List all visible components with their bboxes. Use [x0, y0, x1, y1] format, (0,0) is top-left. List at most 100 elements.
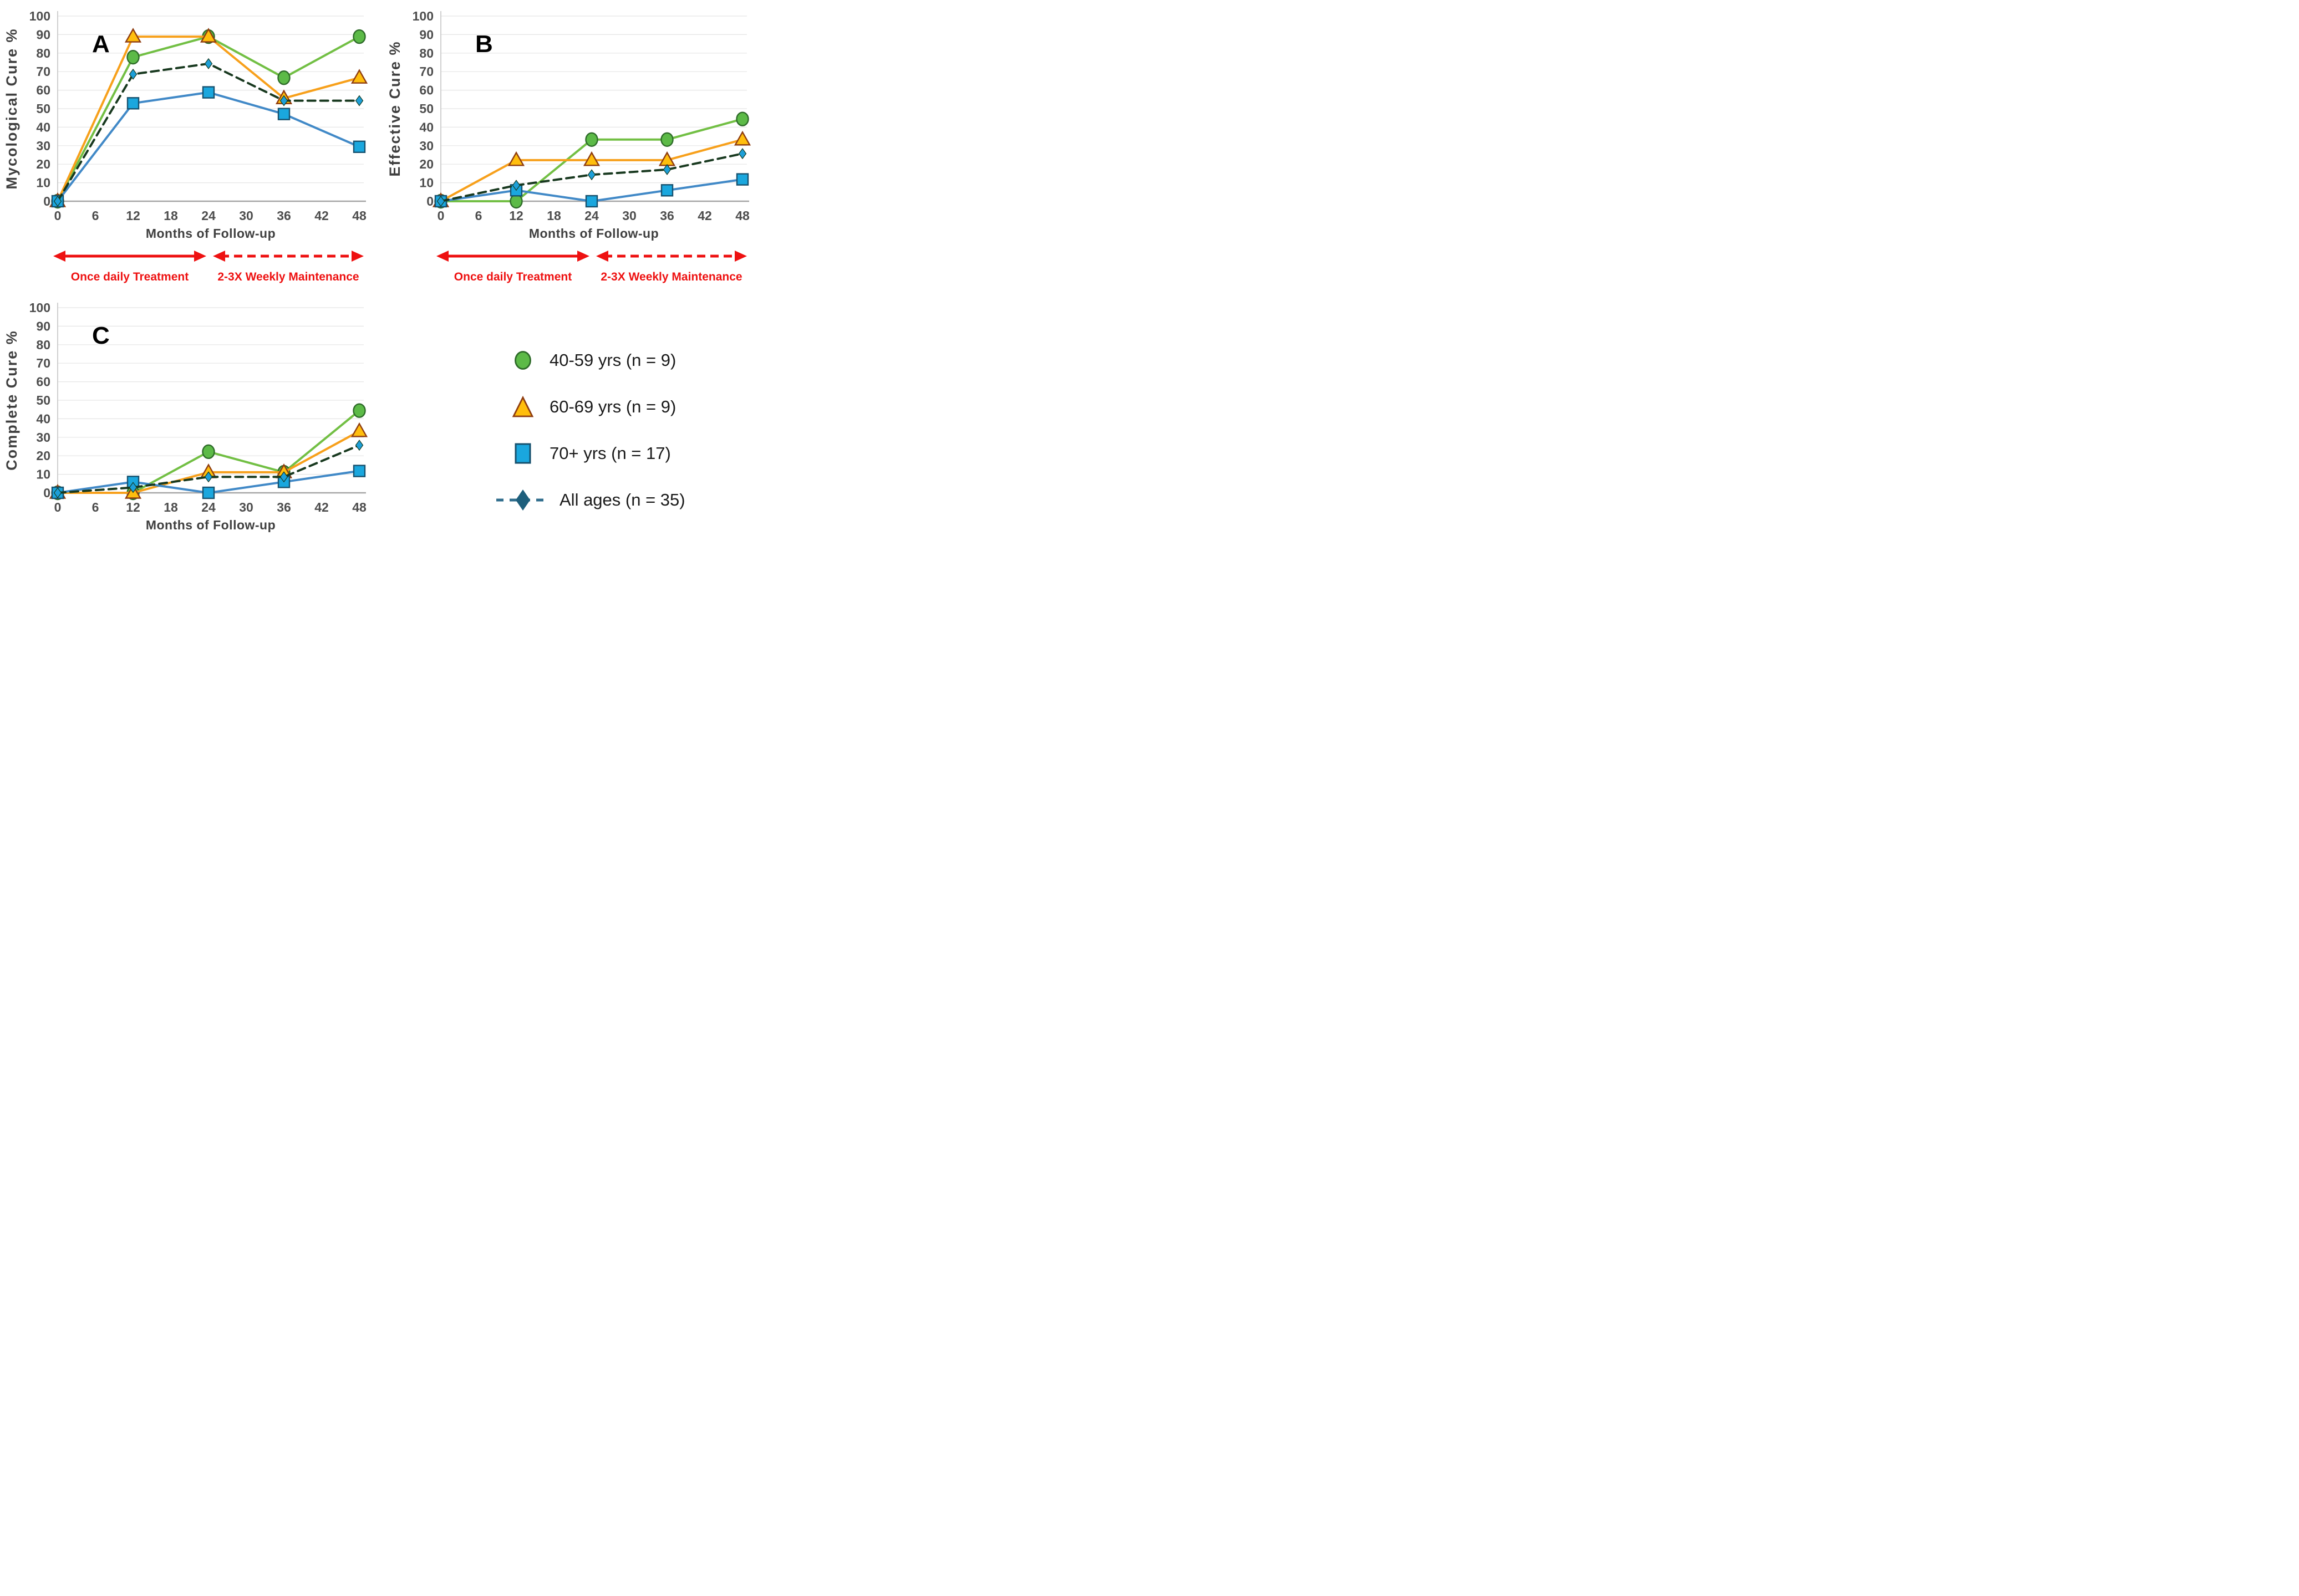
marker-circle [202, 444, 215, 460]
phase-label-once-daily-treatment: Once daily Treatment [454, 271, 572, 283]
marker-circle [353, 29, 366, 44]
marker-circle [353, 403, 366, 418]
marker-square [202, 86, 215, 99]
y-tick-label: 50 [419, 101, 434, 116]
x-tick-label: 42 [314, 500, 329, 514]
marker-circle [277, 70, 291, 85]
marker-diamond [129, 68, 138, 80]
marker-square [202, 486, 215, 499]
y-tick-label: 30 [36, 139, 50, 153]
y-tick-label: 20 [36, 157, 50, 171]
phase-label-weekly-maintenance: 2-3X Weekly Maintenance [217, 271, 359, 283]
phase-annotation: Once daily Treatment 2-3X Weekly Mainten… [4, 244, 370, 286]
y-tick-label: 100 [413, 9, 434, 23]
y-tick-label: 50 [36, 393, 50, 407]
arrowhead [596, 251, 608, 262]
line-chart-complete-cure: 0 10 20 30 40 50 60 70 80 90 100 0 6 12 18 24 30 36 42 48 Co… [4, 300, 368, 514]
x-tick-label: 36 [277, 208, 291, 223]
marker-square [126, 97, 140, 110]
y-tick-label: 70 [36, 64, 50, 79]
y-tick-label: 0 [426, 194, 434, 208]
y-tick-label: 90 [36, 319, 50, 333]
legend-marker-square-icon [515, 443, 531, 464]
y-tick-label: 80 [36, 46, 50, 60]
marker-diamond [279, 95, 288, 106]
x-tick-label: 18 [164, 208, 178, 223]
marker-triangle [734, 130, 751, 146]
panel-letter: B [475, 30, 493, 58]
x-tick-label: 12 [509, 208, 523, 223]
legend-item-70plus: 70+ yrs (n = 17) [494, 441, 766, 466]
legend-item-label: 40-59 yrs (n = 9) [550, 350, 677, 370]
legend-item-label: 60-69 yrs (n = 9) [550, 397, 677, 416]
x-axis-title: Months of Follow-up [528, 226, 659, 241]
y-axis-title: Effective Cure % [388, 40, 403, 176]
x-tick-label: 24 [201, 500, 216, 514]
series-triangle [432, 130, 751, 207]
x-axis-title: Months of Follow-up [145, 226, 276, 241]
x-tick-label: 42 [314, 208, 329, 223]
x-tick-label: 36 [277, 500, 291, 514]
y-tick-label: 20 [36, 448, 50, 463]
marker-diamond [355, 440, 364, 451]
x-tick-label: 30 [622, 208, 637, 223]
marker-circle [660, 132, 674, 147]
x-tick-label: 0 [54, 500, 62, 514]
marker-diamond [204, 471, 213, 483]
series-line [57, 62, 360, 202]
x-tick-label: 6 [92, 208, 99, 223]
marker-triangle [350, 69, 368, 84]
x-tick-label: 0 [54, 208, 62, 223]
series-square [51, 86, 366, 208]
y-tick-label: 10 [419, 176, 434, 190]
marker-circle [585, 132, 598, 147]
y-tick-label: 30 [419, 139, 434, 153]
legend-item-40-59: 40-59 yrs (n = 9) [494, 348, 766, 373]
marker-diamond [355, 95, 364, 106]
legend-marker-circle-icon [515, 351, 531, 370]
y-axis-title: Mycological Cure % [4, 28, 20, 189]
line-chart-mycological-cure: 0 10 20 30 40 50 60 70 80 90 100 0 6 12 18 24 30 36 42 48 My… [4, 9, 368, 223]
panel-a: 0 10 20 30 40 50 60 70 80 90 100 0 6 12 18 24 30 36 42 48 My… [0, 0, 383, 290]
arrowhead [352, 251, 364, 262]
gridlines [58, 307, 364, 475]
marker-square [660, 184, 674, 197]
phase-annotation: Once daily Treatment 2-3X Weekly Mainten… [388, 244, 754, 286]
marker-diamond [738, 148, 747, 160]
y-tick-label: 100 [29, 300, 50, 315]
marker-diamond [436, 195, 445, 207]
y-tick-label: 100 [29, 9, 50, 23]
marker-diamond [204, 58, 213, 69]
marker-diamond [129, 482, 138, 493]
x-tick-label: 0 [438, 208, 445, 223]
arrowhead [436, 251, 449, 262]
series-square [51, 465, 366, 499]
figure-grid: 0 10 20 30 40 50 60 70 80 90 100 0 6 12 18 24 30 36 42 48 My… [0, 0, 766, 532]
y-tick-label: 40 [36, 411, 50, 426]
arrowhead [735, 251, 747, 262]
panel-c: 0 10 20 30 40 50 60 70 80 90 100 0 6 12 18 24 30 36 42 48 Co… [0, 290, 383, 532]
y-tick-label: 40 [419, 120, 434, 134]
tick-labels: 0 10 20 30 40 50 60 70 80 90 100 0 6 12 18 24 30 36 42 48 [29, 300, 367, 514]
marker-diamond [53, 195, 62, 207]
y-axis-title: Complete Cure % [4, 330, 20, 471]
panel-letter: C [92, 322, 110, 349]
x-tick-label: 18 [164, 500, 178, 514]
treatment-phase-arrows [436, 251, 747, 262]
x-tick-label: 30 [239, 208, 253, 223]
y-tick-label: 30 [36, 430, 50, 445]
marker-diamond [53, 487, 62, 499]
treatment-phase-arrows [53, 251, 364, 262]
marker-circle [736, 111, 749, 126]
marker-circle [510, 193, 523, 209]
y-tick-label: 10 [36, 467, 50, 482]
marker-diamond [279, 471, 288, 483]
phase-labels: Once daily Treatment 2-3X Weekly Mainten… [388, 271, 754, 286]
arrowhead [577, 251, 589, 262]
y-tick-label: 80 [419, 46, 434, 60]
y-tick-label: 80 [36, 338, 50, 352]
line-chart-effective-cure: 0 10 20 30 40 50 60 70 80 90 100 0 6 12 18 24 30 36 42 48 Ef… [388, 9, 751, 223]
marker-triangle [507, 151, 525, 166]
y-tick-label: 70 [419, 64, 434, 79]
x-tick-label: 24 [584, 208, 599, 223]
